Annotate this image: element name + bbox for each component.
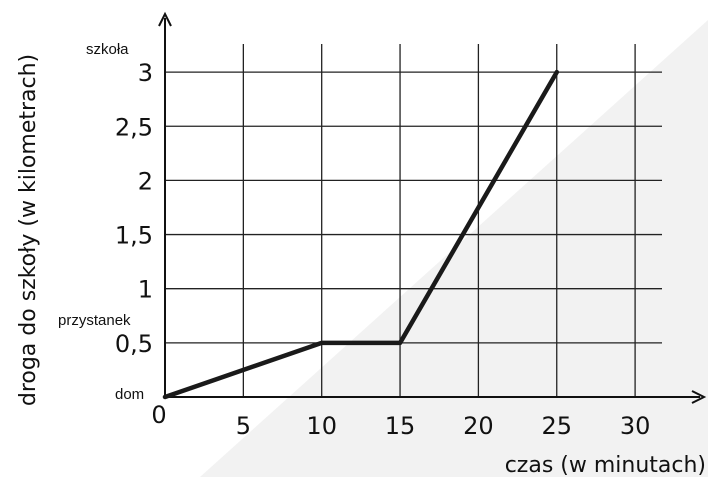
series-line [162,69,560,400]
y-tick-label: 2,5 [115,113,153,141]
x-tick-label: 30 [620,412,651,440]
y-axis-label: droga do szkoły (w kilometrach) [16,54,41,406]
y-tick-label: 3 [138,59,153,87]
x-tick-label: 25 [541,412,572,440]
y-tick-label: 2 [138,167,153,195]
x-axis-label: czas (w minutach) [505,453,706,477]
tick-labels: 5 10 15 20 25 30 0 0,5 1 1,5 2 2,5 3 [115,59,651,440]
series [162,69,560,400]
x-tick-label: 10 [306,412,337,440]
annotation-stop: przystanek [58,312,131,329]
y-tick-label: 1,5 [115,222,153,250]
x-axis-arrow [691,390,707,404]
y-tick-label: 0,5 [115,330,153,358]
annotation-school: szkoła [86,41,129,58]
y-axis-arrow [158,11,172,27]
x-tick-label: 20 [463,412,494,440]
x-tick-label: 5 [236,412,251,440]
annotation-home: dom [115,386,144,403]
axes [158,11,707,404]
grid [165,44,662,397]
x-tick-label: 15 [385,412,416,440]
y-tick-label: 1 [138,276,153,304]
x-tick-label: 0 [151,401,166,429]
